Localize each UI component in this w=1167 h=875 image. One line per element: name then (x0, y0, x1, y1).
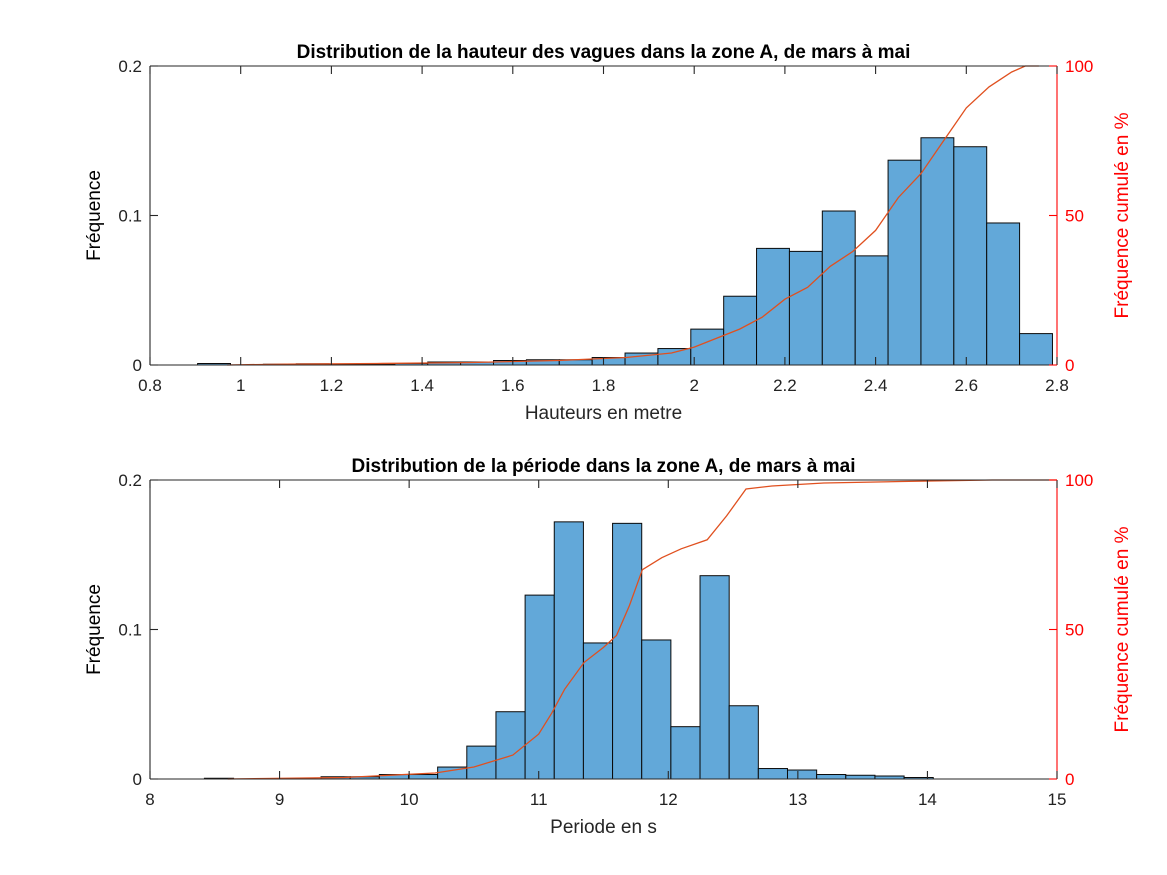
x-tick-label: 0.8 (138, 376, 162, 395)
histogram-bar (920, 137, 955, 366)
histogram-bar (612, 522, 643, 780)
y2-tick-label: 100 (1065, 57, 1093, 76)
x-tick-label: 2.8 (1045, 376, 1069, 395)
histogram-bar (407, 774, 439, 780)
x-tick-label: 14 (918, 790, 937, 809)
chart-panel-height: 0.8 1 1.2 1.4 1.6 1.8 2 2.2 2.4 2.6 2.800.10.20501… (84, 42, 1133, 424)
y-axis-label: Fréquence (84, 584, 105, 675)
y-axis-label: Fréquence (84, 170, 105, 261)
y2-tick-label: 50 (1065, 621, 1084, 640)
histogram-bar (756, 247, 790, 366)
y2-tick-label: 50 (1065, 207, 1084, 226)
y-tick-label: 0.1 (118, 207, 142, 226)
y-tick-label: 0 (133, 356, 142, 375)
x-tick-label: 13 (788, 790, 807, 809)
x-tick-label: 10 (400, 790, 419, 809)
y2-axis-label: Fréquence cumulé en % (1112, 526, 1133, 732)
y2-axis-label: Fréquence cumulé en % (1112, 112, 1133, 318)
histogram-bar (495, 711, 526, 780)
histogram-bar (728, 705, 759, 780)
histogram-bar (953, 146, 988, 366)
histogram-bar (723, 295, 758, 366)
x-tick-label: 11 (530, 790, 548, 809)
histogram-bar (699, 575, 730, 780)
x-axis-label: Periode en s (550, 817, 657, 838)
x-tick-label: 1.2 (320, 376, 344, 395)
histogram-bar (641, 639, 672, 780)
y-tick-label: 0 (133, 770, 142, 789)
histogram-bar (553, 521, 584, 780)
chart-title: Distribution de la période dans la zone … (352, 456, 856, 477)
histogram-bar (582, 642, 614, 780)
x-tick-label: 2.6 (954, 376, 978, 395)
y-tick-label: 0.2 (118, 57, 142, 76)
histogram-bar (845, 774, 876, 780)
histogram-bar (854, 255, 889, 366)
cumulative-line (227, 479, 1057, 780)
y2-tick-label: 100 (1065, 471, 1093, 490)
y-tick-label: 0.1 (118, 621, 142, 640)
y2-tick-label: 0 (1065, 770, 1074, 789)
histogram-bar (466, 745, 497, 780)
x-axis-label: Hauteurs en metre (525, 403, 682, 424)
chart-title: Distribution de la hauteur des vagues da… (297, 42, 911, 63)
x-tick-label: 2 (689, 376, 698, 395)
histogram-bar (786, 769, 818, 780)
cumulative-line (227, 65, 1039, 366)
x-tick-label: 8 (145, 790, 154, 809)
x-tick-label: 1 (236, 376, 245, 395)
histogram-bar (788, 250, 823, 366)
histogram-bar (670, 726, 701, 780)
histogram-bar (816, 774, 847, 780)
histogram-bar (821, 210, 856, 366)
histogram-bar (524, 594, 555, 780)
x-tick-label: 2.2 (773, 376, 797, 395)
x-tick-label: 12 (659, 790, 678, 809)
y-tick-label: 0.2 (118, 471, 142, 490)
histogram-bar (1019, 333, 1053, 366)
chart-panel-period: 8 9 10 11 12 13 14 1500.10.2050100Distribution … (84, 456, 1133, 838)
x-tick-label: 15 (1048, 790, 1067, 809)
x-tick-label: 2.4 (864, 376, 888, 395)
histogram-bar (690, 328, 725, 366)
y2-tick-label: 0 (1065, 356, 1074, 375)
x-tick-label: 1.4 (410, 376, 434, 395)
histogram-bar (986, 222, 1021, 366)
x-tick-label: 1.6 (501, 376, 525, 395)
x-tick-label: 1.8 (592, 376, 616, 395)
histogram-bar (757, 768, 788, 780)
histogram-bar (657, 348, 692, 366)
x-tick-label: 9 (275, 790, 284, 809)
